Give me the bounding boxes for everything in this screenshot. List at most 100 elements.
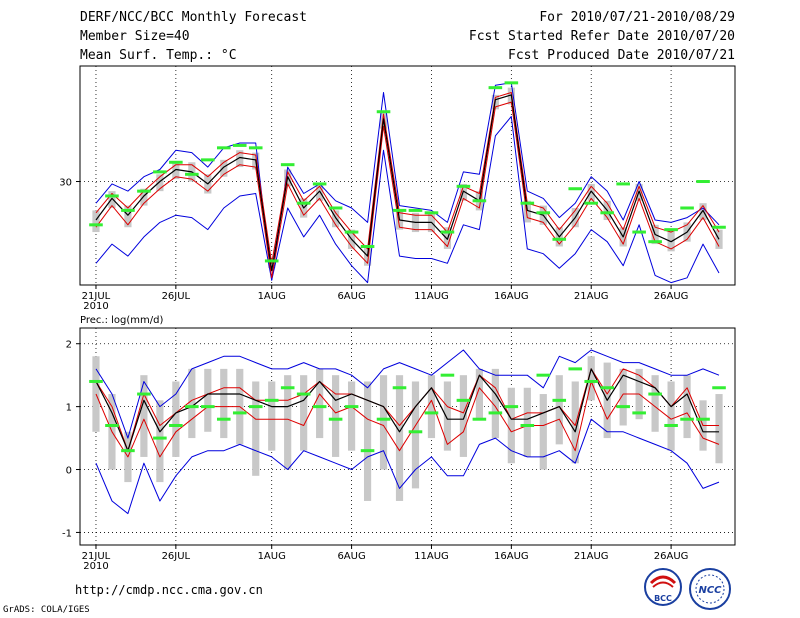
- observed-marker: [376, 417, 391, 421]
- spread-box: [92, 210, 100, 233]
- observed-marker: [408, 430, 423, 434]
- x-tick-sublabel: 2010: [83, 561, 108, 572]
- source-url[interactable]: http://cmdp.ncc.cma.gov.cn: [75, 583, 263, 597]
- spread-box: [156, 400, 164, 483]
- observed-marker: [440, 373, 455, 377]
- observed-marker: [696, 180, 710, 184]
- observed-marker: [296, 392, 311, 396]
- spread-box: [332, 375, 340, 457]
- observed-marker: [616, 182, 630, 186]
- plot-frame: [79, 65, 736, 286]
- observed-marker: [712, 386, 726, 390]
- observed-marker: [248, 405, 263, 409]
- spread-box: [715, 394, 723, 464]
- grads-credit: GrADS: COLA/IGES: [3, 605, 90, 615]
- observed-marker: [344, 405, 359, 409]
- spread-box: [284, 375, 292, 470]
- spread-box: [156, 174, 164, 192]
- upper-envelope-line: [95, 82, 720, 281]
- observed-marker: [312, 182, 327, 186]
- chart-title: DERF/NCC/BCC Monthly Forecast: [80, 10, 307, 25]
- spread-box: [172, 162, 180, 180]
- spread-box: [363, 381, 372, 501]
- observed-marker: [632, 230, 646, 234]
- x-tick-sublabel: 2010: [83, 301, 108, 312]
- y-tick-label: -1: [62, 528, 72, 539]
- observed-marker: [472, 417, 487, 421]
- observed-marker: [680, 206, 694, 210]
- svg-text:BCC: BCC: [654, 594, 672, 603]
- y-tick-label: 2: [66, 340, 72, 351]
- observed-marker: [456, 184, 471, 188]
- observed-marker: [360, 449, 375, 453]
- spread-box: [204, 368, 212, 432]
- x-tick-label: 1AUG: [258, 291, 286, 302]
- x-tick-label: 21JUL: [82, 291, 111, 302]
- lower-envelope-line: [95, 116, 720, 284]
- spread-box: [268, 381, 276, 451]
- observed-marker: [216, 417, 231, 421]
- forecast-start-date: Fcst Started Refer Date 2010/07/20: [468, 29, 735, 44]
- spread-box: [188, 368, 196, 439]
- observed-marker: [712, 225, 726, 229]
- spread-box: [140, 375, 148, 457]
- spread-box: [395, 375, 404, 501]
- observed-marker: [536, 373, 551, 377]
- spread-box: [411, 381, 420, 489]
- observed-marker: [153, 170, 167, 174]
- x-tick-label: 21JUL: [82, 551, 111, 562]
- y-tick-label: 1: [66, 403, 72, 414]
- observed-marker: [328, 206, 343, 210]
- spread-box: [491, 368, 499, 439]
- observed-marker: [153, 436, 167, 440]
- observed-marker: [664, 228, 678, 232]
- x-tick-label: 21AUG: [574, 551, 609, 562]
- spread-box: [667, 381, 675, 451]
- observed-marker: [185, 405, 199, 409]
- x-tick-label: 6AUG: [337, 291, 365, 302]
- observed-marker: [552, 398, 567, 402]
- spread-box: [523, 387, 531, 457]
- observed-marker: [632, 411, 646, 415]
- observed-marker: [232, 143, 247, 147]
- observed-marker: [568, 187, 583, 191]
- spread-box: [571, 381, 579, 464]
- ensemble-mean-line: [95, 94, 720, 272]
- spread-box: [220, 159, 228, 177]
- observed-marker: [232, 411, 247, 415]
- svg-text:NCC: NCC: [698, 585, 722, 596]
- y-tick-label: 30: [59, 178, 72, 189]
- x-tick-label: 26AUG: [654, 291, 689, 302]
- spread-box: [316, 183, 324, 201]
- observed-marker: [201, 405, 215, 409]
- x-tick-label: 26JUL: [162, 551, 191, 562]
- observed-marker: [456, 398, 471, 402]
- observed-marker: [169, 423, 183, 427]
- spread-box: [347, 381, 356, 451]
- observed-marker: [360, 244, 375, 248]
- x-tick-label: 11AUG: [414, 291, 449, 302]
- spread-box: [587, 356, 595, 401]
- observed-marker: [280, 163, 295, 167]
- observed-marker: [392, 386, 407, 390]
- forecast-produced-date: Fcst Produced Date 2010/07/21: [508, 48, 735, 63]
- spread-box: [587, 183, 595, 201]
- observed-marker: [424, 411, 439, 415]
- observed-marker: [105, 423, 119, 427]
- spread-box: [667, 229, 675, 252]
- spread-box: [683, 375, 691, 439]
- ensemble-mean-line: [95, 368, 719, 452]
- spread-box: [475, 368, 483, 420]
- observed-marker: [616, 405, 630, 409]
- spread-box: [140, 188, 148, 206]
- bcc-logo: BCC: [644, 568, 682, 606]
- observed-marker: [648, 240, 662, 244]
- observed-marker: [121, 208, 135, 212]
- spread-box: [555, 375, 563, 445]
- x-tick-label: 21AUG: [574, 291, 609, 302]
- spread-box: [379, 375, 388, 470]
- x-tick-label: 26JUL: [162, 291, 191, 302]
- x-tick-label: 26AUG: [654, 551, 689, 562]
- observed-marker: [89, 379, 103, 383]
